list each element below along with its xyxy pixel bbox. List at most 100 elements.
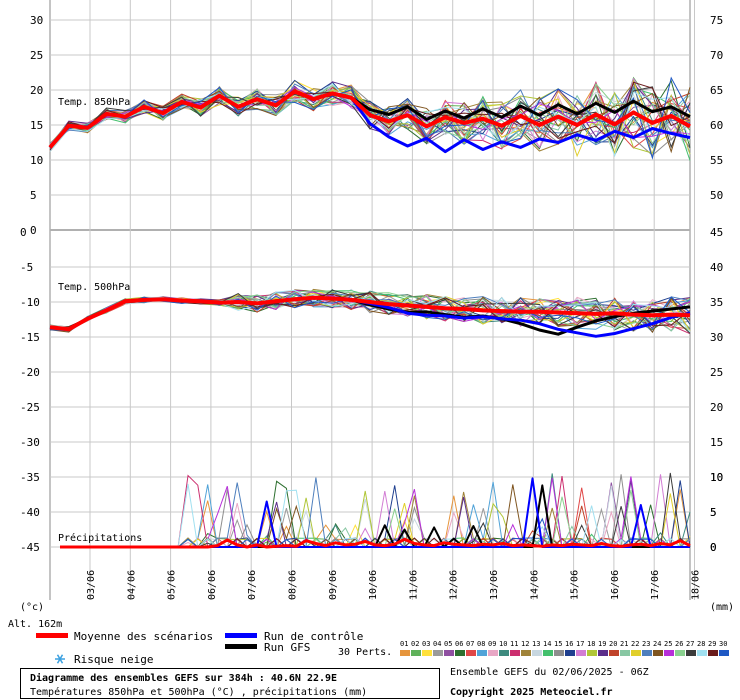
precip-label: Précipitations	[58, 532, 142, 544]
pert-line-850	[49, 86, 691, 149]
x-tick-label: 11/06	[408, 570, 419, 600]
pert-number: 12	[521, 640, 529, 648]
pert-number: 10	[499, 640, 507, 648]
y-tick-left: -10	[20, 296, 40, 309]
pert-number: 29	[708, 640, 716, 648]
pert-line-precip	[60, 480, 691, 548]
x-tick-label: 03/06	[86, 570, 97, 600]
y-tick-right: 20	[710, 401, 723, 414]
y-tick-right: 10	[710, 471, 723, 484]
pert-number: 07	[466, 640, 474, 648]
pert-line-precip	[60, 480, 691, 548]
y-tick-left: -25	[20, 401, 40, 414]
x-tick-label: 12/06	[449, 570, 460, 600]
pert-swatch	[565, 650, 575, 656]
legend-mean-label: Moyenne des scénarios	[74, 630, 213, 643]
x-tick-label: 18/06	[691, 570, 702, 600]
pert-number: 27	[686, 640, 694, 648]
snowflake-icon	[55, 654, 65, 664]
pert-number: 04	[433, 640, 441, 648]
pert-number: 13	[532, 640, 540, 648]
series-line-850	[48, 89, 691, 149]
y-tick-left: -20	[20, 366, 40, 379]
pert-swatch	[433, 650, 443, 656]
pert-swatch	[686, 650, 696, 656]
pert-number: 23	[642, 640, 650, 648]
y-tick-left: -35	[20, 471, 40, 484]
pert-line-precip	[60, 472, 691, 548]
pert-swatch	[422, 650, 432, 656]
altitude-label: Alt. 162m	[8, 619, 62, 630]
legend: Moyenne des scénarios Run de contrôle Ru…	[36, 630, 729, 666]
x-tick-label: 10/06	[368, 570, 379, 600]
pert-swatch	[466, 650, 476, 656]
pert-swatch	[631, 650, 641, 656]
pert-number: 24	[653, 640, 661, 648]
y-tick-left: 15	[30, 119, 43, 132]
pert-number: 14	[543, 640, 551, 648]
copyright: Copyright 2025 Meteociel.fr	[450, 686, 613, 698]
pert-swatch	[532, 650, 542, 656]
pert-swatch	[719, 650, 729, 656]
unit-right: (mm)	[710, 602, 734, 613]
pert-number: 02	[411, 640, 419, 648]
y-tick-left: 0	[30, 224, 37, 237]
pert-swatch	[521, 650, 531, 656]
y-tick-right: 30	[710, 331, 723, 344]
pert-swatch	[708, 650, 718, 656]
legend-snow-label: Risque neige	[74, 653, 153, 666]
y-tick-left: -45	[20, 541, 40, 554]
y-tick-right: 70	[710, 49, 723, 62]
y-tick-left: 5	[30, 189, 37, 202]
y-tick-right: 45	[710, 226, 723, 239]
pert-line-precip	[60, 474, 691, 549]
pert-number: 16	[565, 640, 573, 648]
y-tick-right: 60	[710, 119, 723, 132]
pert-line-precip	[60, 473, 691, 548]
pert-swatch	[587, 650, 597, 656]
pert-number: 22	[631, 640, 639, 648]
series-line-precip	[60, 477, 690, 548]
y-tick-left: 30	[30, 14, 43, 27]
pert-number: 01	[400, 640, 408, 648]
perturbation-legend: 01 02 03 04 05 06 07 08 09 10 11 12 13 14 15 16 17 18 19 20…	[400, 640, 729, 656]
y-tick-left: -15	[20, 331, 40, 344]
pert-swatch	[620, 650, 630, 656]
x-tick-label: 05/06	[167, 570, 178, 600]
pert-swatch	[455, 650, 465, 656]
series-line-precip	[60, 537, 691, 549]
y-tick-right: 75	[710, 14, 723, 27]
footer-subtitle: Températures 850hPa et 500hPa (°C) , pré…	[30, 686, 367, 698]
x-tick-label: 13/06	[489, 570, 500, 600]
pert-number: 09	[488, 640, 496, 648]
pert-number: 28	[697, 640, 705, 648]
x-tick-label: 09/06	[328, 570, 339, 600]
pert-swatch	[653, 650, 663, 656]
y-tick-left: -5	[20, 261, 33, 274]
x-tick-label: 06/06	[207, 570, 218, 600]
pert-swatch	[664, 650, 674, 656]
pert-number: 19	[598, 640, 606, 648]
y-tick-left: 20	[30, 84, 43, 97]
pert-number: 17	[576, 640, 584, 648]
y-tick-left: 0	[20, 226, 27, 239]
unit-left: (°c)	[20, 602, 44, 613]
footer-box	[20, 668, 440, 699]
pert-line-precip	[60, 502, 690, 548]
legend-perts-label: 30 Perts.	[338, 647, 392, 658]
y-tick-right: 0	[710, 541, 717, 554]
pert-swatch	[444, 650, 454, 656]
pert-number: 25	[664, 640, 672, 648]
pert-swatch	[554, 650, 564, 656]
y-tick-left: 10	[30, 154, 43, 167]
pert-line-precip	[60, 481, 690, 548]
pert-number: 20	[609, 640, 617, 648]
y-tick-right: 15	[710, 436, 723, 449]
legend-control-swatch	[225, 633, 257, 638]
pert-number: 15	[554, 640, 562, 648]
y-tick-right: 55	[710, 154, 723, 167]
legend-mean-swatch	[36, 633, 68, 638]
temp850-label: Temp. 850hPa	[58, 97, 130, 108]
pert-swatch	[510, 650, 520, 656]
y-tick-right: 0	[710, 541, 717, 554]
